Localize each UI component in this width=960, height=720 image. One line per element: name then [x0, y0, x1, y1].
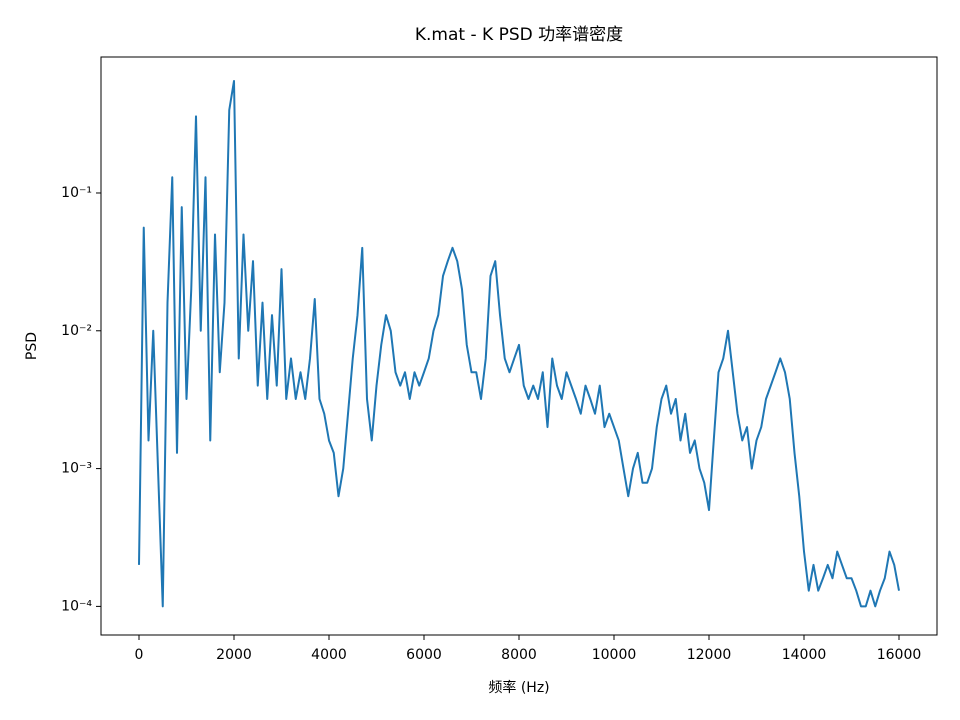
x-tick-label: 8000	[501, 647, 537, 663]
y-tick-label: 10⁻³	[61, 461, 92, 477]
x-tick-label: 0	[135, 647, 144, 663]
x-axis-label: 频率 (Hz)	[488, 679, 549, 696]
data-line	[138, 79, 900, 608]
x-tick-label: 10000	[592, 647, 637, 663]
y-axis-label: PSD	[24, 332, 40, 360]
x-tick-label: 16000	[877, 647, 922, 663]
x-tick-label: 2000	[216, 647, 252, 663]
y-tick-label: 10⁻⁴	[61, 598, 92, 614]
x-tick-label: 12000	[687, 647, 732, 663]
y-tick-label: 10⁻²	[61, 323, 92, 339]
x-tick-label: 6000	[406, 647, 442, 663]
x-tick-label: 14000	[782, 647, 827, 663]
chart-title: K.mat - K PSD 功率谱密度	[415, 25, 623, 45]
x-tick-label: 4000	[311, 647, 347, 663]
y-tick-label: 10⁻¹	[61, 185, 92, 201]
